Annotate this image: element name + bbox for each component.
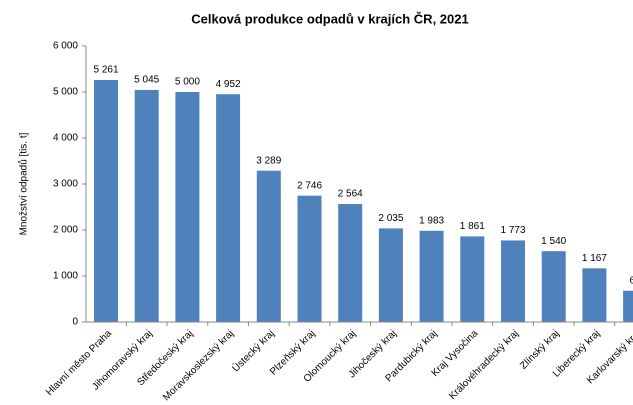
value-label: 2 746 — [297, 180, 322, 191]
x-tick-label: Moravskoslezský kraj — [161, 328, 236, 403]
value-label: 1 167 — [582, 253, 607, 264]
value-label: 2 564 — [338, 189, 363, 200]
x-tick-label: Hlavní město Praha — [44, 328, 114, 398]
value-label: 1 540 — [541, 236, 566, 247]
y-tick-label: 2 000 — [53, 225, 78, 236]
bar — [541, 251, 566, 322]
bar — [338, 204, 363, 322]
bar — [216, 94, 241, 322]
bar — [623, 290, 633, 322]
value-label: 5 045 — [134, 75, 159, 86]
value-label: 1 861 — [460, 221, 485, 232]
value-label: 3 289 — [256, 155, 281, 166]
bar — [94, 79, 118, 322]
x-tick-label: Královéhradecký kraj — [447, 328, 521, 402]
y-tick-label: 5 000 — [53, 87, 78, 98]
y-tick-label: 0 — [72, 317, 78, 328]
value-label: 2 035 — [378, 213, 403, 224]
bar — [256, 170, 281, 322]
bar — [460, 236, 485, 322]
value-label: 1 773 — [500, 225, 525, 236]
bar — [419, 230, 444, 322]
y-tick-label: 3 000 — [53, 179, 78, 190]
bar — [134, 89, 159, 323]
y-tick-label: 6 000 — [53, 41, 78, 52]
x-tick-label: Zlínský kraj — [518, 328, 562, 372]
y-tick-label: 1 000 — [53, 271, 78, 282]
bar — [582, 268, 607, 322]
value-label: 5 000 — [175, 77, 200, 88]
bar — [501, 240, 525, 322]
chart-title: Celková produkce odpadů v krajích ČR, 20… — [191, 11, 468, 26]
value-label: 5 261 — [93, 65, 118, 76]
bar — [378, 228, 403, 322]
value-label: 4 952 — [216, 79, 241, 90]
bar — [297, 195, 322, 322]
bar — [175, 92, 200, 322]
value-label: 1 983 — [419, 215, 444, 226]
y-tick-label: 4 000 — [53, 133, 78, 144]
y-axis-title: Množství odpadů [tis. t] — [18, 132, 30, 235]
value-label: 68 — [630, 275, 633, 286]
